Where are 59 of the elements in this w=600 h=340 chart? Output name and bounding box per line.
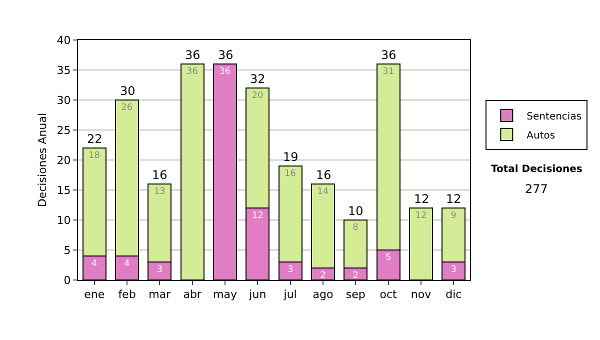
total-label: 16 (152, 168, 168, 182)
data-label: 36 (186, 67, 198, 77)
x-tick-label: ago (312, 288, 334, 302)
text: 277 (525, 182, 548, 196)
total-label: 22 (87, 132, 102, 146)
y-tick-label: 20 (56, 154, 71, 167)
legend-label: Sentencias (526, 111, 582, 122)
data-label: 16 (284, 169, 296, 179)
x-tick-label: may (213, 288, 238, 302)
data-label: 31 (382, 67, 394, 77)
x-tick-label: mar (148, 288, 172, 302)
total-label: 10 (348, 204, 364, 218)
y-tick-label: 0 (64, 274, 71, 287)
data-label: 2 (320, 271, 326, 281)
y-tick-label: 15 (56, 184, 71, 197)
x-tick-label: sep (346, 288, 366, 302)
data-label: 3 (450, 265, 457, 275)
x-tick-label: oct (380, 288, 398, 302)
data-label: 9 (450, 211, 457, 221)
y-tick-label: 40 (56, 34, 71, 47)
x-tick-label: ene (84, 288, 105, 302)
y-tick-label: 5 (64, 244, 71, 257)
x-tick-label: abr (183, 288, 202, 302)
legend-label: Autos (526, 130, 556, 142)
data-label: 36 (219, 67, 231, 77)
data-label: 26 (121, 103, 133, 113)
total-label: 30 (120, 84, 136, 98)
x-tick-label: jul (282, 288, 297, 302)
x-tick-label: jun (248, 288, 266, 302)
x-tick-label: dic (446, 288, 462, 302)
total-label: 32 (250, 72, 266, 86)
total-label: 36 (185, 48, 200, 62)
x-tick-label: nov (410, 288, 432, 302)
text: Total Decisiones (491, 164, 582, 175)
y-tick-label: 10 (56, 214, 71, 227)
y-axis-title: Decisiones Anual (36, 112, 49, 208)
data-label: 3 (287, 265, 294, 275)
data-label: 13 (154, 187, 166, 197)
data-label: 3 (156, 265, 163, 275)
total-label: 36 (381, 48, 396, 62)
data-label: 12 (415, 211, 427, 221)
total-label: 19 (283, 150, 298, 164)
data-label: 2 (352, 271, 359, 281)
data-label: 5 (385, 253, 392, 263)
data-label: 4 (91, 259, 98, 269)
total-label: 12 (414, 192, 430, 206)
data-label: 18 (88, 151, 100, 161)
x-tick-label: feb (118, 288, 136, 302)
total-label: 16 (316, 168, 332, 182)
data-label: 4 (124, 259, 130, 269)
data-label: 8 (352, 223, 359, 233)
y-tick-label: 35 (56, 64, 71, 77)
data-label: 20 (252, 91, 264, 101)
y-tick-label: 25 (56, 124, 71, 137)
data-label: 12 (252, 211, 264, 221)
y-tick-label: 30 (56, 94, 71, 107)
total-label: 36 (218, 48, 234, 62)
total-label: 12 (446, 192, 462, 206)
data-label: 14 (317, 187, 329, 197)
